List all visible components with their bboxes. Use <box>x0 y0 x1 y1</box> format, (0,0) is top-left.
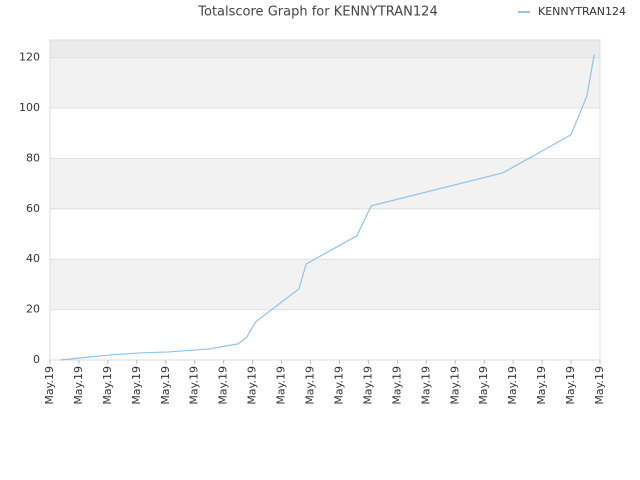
y-tick-label: 20 <box>26 303 40 316</box>
y-tick-label: 120 <box>19 51 40 64</box>
x-tick-label: May.19 <box>477 366 490 405</box>
x-tick-label: May.19 <box>101 366 114 405</box>
x-tick-label: May.19 <box>130 366 143 405</box>
x-tick-label: May.19 <box>304 366 317 405</box>
grid-band <box>50 57 600 109</box>
x-tick-label: May.19 <box>188 366 201 405</box>
x-tick-label: May.19 <box>217 366 230 405</box>
y-tick-label: 40 <box>26 252 40 265</box>
y-tick-label: 100 <box>19 101 40 114</box>
grid-band <box>50 40 600 58</box>
x-tick-label: May.19 <box>593 366 606 405</box>
x-tick-label: May.19 <box>43 366 56 405</box>
x-tick-label: May.19 <box>448 366 461 405</box>
x-tick-label: May.19 <box>275 366 288 405</box>
plot-frame <box>49 39 601 361</box>
chart-title: Totalscore Graph for KENNYTRAN124 <box>197 5 437 20</box>
x-tick-label: May.19 <box>361 366 374 405</box>
data-line <box>60 54 595 361</box>
x-tick-label: May.19 <box>506 366 519 405</box>
x-tick-label: May.19 <box>390 366 403 405</box>
x-tick-label: May.19 <box>419 366 432 405</box>
x-tick-label: May.19 <box>246 366 259 405</box>
grid-band <box>50 108 600 159</box>
grid-band <box>50 158 600 209</box>
x-tick-label: May.19 <box>564 366 577 405</box>
y-tick-label: 80 <box>26 151 40 164</box>
x-tick-label: May.19 <box>159 366 172 405</box>
x-tick-label: May.19 <box>332 366 345 405</box>
x-tick-label: May.19 <box>535 366 548 405</box>
legend-label: KENNYTRAN124 <box>538 5 626 18</box>
x-tick-label: May.19 <box>72 366 85 405</box>
y-tick-label: 60 <box>26 202 40 215</box>
grid-band <box>50 309 600 360</box>
y-tick-label: 0 <box>33 353 40 366</box>
grid-band <box>50 208 600 260</box>
grid-band <box>50 259 600 310</box>
